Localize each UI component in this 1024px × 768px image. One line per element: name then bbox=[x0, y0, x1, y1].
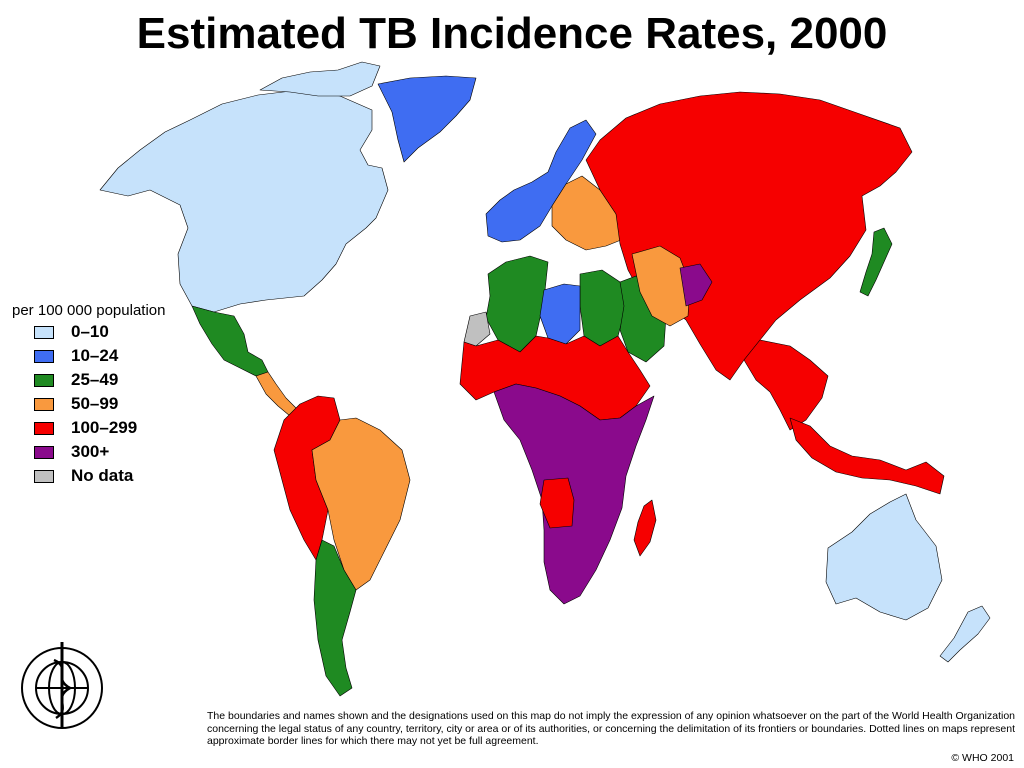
legend-item: No data bbox=[34, 464, 200, 488]
region-southeast-asia[interactable] bbox=[743, 339, 829, 431]
legend-item: 300+ bbox=[34, 440, 200, 464]
region-madagascar[interactable] bbox=[633, 499, 657, 557]
legend-label: 10–24 bbox=[71, 346, 119, 365]
copyright-notice: © WHO 2001 bbox=[951, 752, 1014, 764]
region-arctic-islands[interactable] bbox=[259, 61, 381, 97]
region-mexico[interactable] bbox=[191, 305, 269, 377]
legend-swatch bbox=[34, 325, 54, 339]
legend-item: 0–10 bbox=[34, 320, 200, 344]
map-title: Estimated TB Incidence Rates, 2000 bbox=[136, 9, 888, 58]
region-australia[interactable] bbox=[825, 493, 943, 621]
legend-swatch bbox=[34, 445, 54, 459]
legend-item: 10–24 bbox=[34, 344, 200, 368]
region-north-america[interactable] bbox=[99, 89, 389, 313]
region-brazil[interactable] bbox=[311, 417, 411, 591]
legend-label: 0–10 bbox=[71, 322, 109, 341]
region-iran[interactable] bbox=[631, 245, 691, 327]
region-japan[interactable] bbox=[859, 227, 893, 297]
map-disclaimer: The boundaries and names shown and the d… bbox=[207, 710, 1015, 747]
legend-swatch bbox=[34, 349, 54, 363]
legend-item: 50–99 bbox=[34, 392, 200, 416]
legend-item: 100–299 bbox=[34, 416, 200, 440]
region-angola[interactable] bbox=[539, 477, 575, 529]
region-libya[interactable] bbox=[539, 283, 581, 345]
region-sub-saharan-africa[interactable] bbox=[493, 383, 655, 605]
region-afghanistan[interactable] bbox=[679, 263, 713, 307]
legend-label: 50–99 bbox=[71, 394, 119, 413]
legend-label: 100–299 bbox=[71, 418, 138, 437]
region-western-europe[interactable] bbox=[485, 119, 597, 243]
legend: per 100 000 population 0–10 10–24 25–49 … bbox=[10, 302, 200, 488]
legend-label: No data bbox=[71, 466, 134, 485]
legend-swatch bbox=[34, 397, 54, 411]
region-egypt-sudan[interactable] bbox=[579, 269, 627, 347]
region-southern-cone[interactable] bbox=[313, 539, 357, 697]
region-greenland[interactable] bbox=[377, 75, 477, 163]
who-emblem bbox=[21, 642, 103, 729]
legend-swatch bbox=[34, 469, 54, 483]
region-central-america[interactable] bbox=[255, 371, 299, 417]
region-indonesia[interactable] bbox=[789, 417, 945, 495]
legend-label: 300+ bbox=[71, 442, 110, 461]
legend-item: 25–49 bbox=[34, 368, 200, 392]
legend-label: 25–49 bbox=[71, 370, 119, 389]
legend-heading: per 100 000 population bbox=[12, 302, 166, 319]
legend-swatch bbox=[34, 421, 54, 435]
legend-swatch bbox=[34, 373, 54, 387]
region-western-sahara[interactable] bbox=[463, 311, 491, 347]
region-new-zealand[interactable] bbox=[939, 605, 991, 663]
